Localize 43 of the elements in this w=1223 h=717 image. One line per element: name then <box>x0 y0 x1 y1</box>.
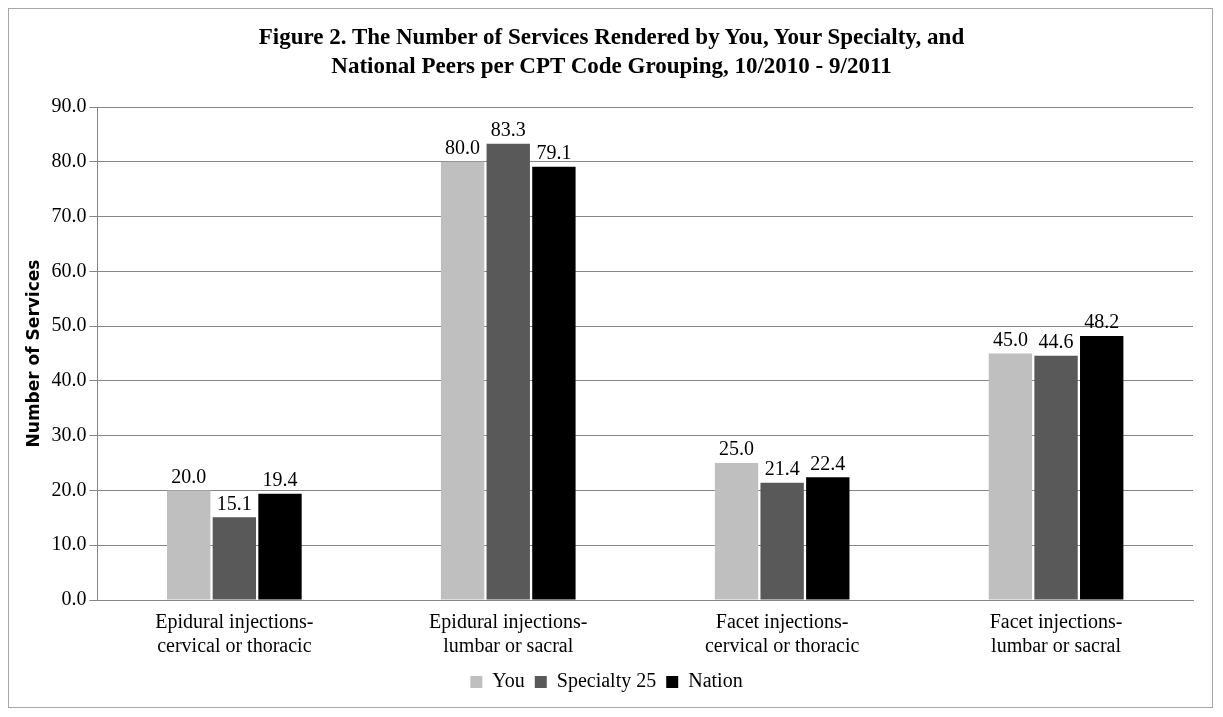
data-label: 15.1 <box>216 491 252 514</box>
bar <box>714 463 759 600</box>
bar <box>167 490 211 600</box>
y-tick-label: 0.0 <box>61 587 87 610</box>
y-tick-label: 40.0 <box>51 368 87 391</box>
bar <box>486 143 530 600</box>
x-tick-label: Facet injections-lumbar or sacral <box>989 610 1123 657</box>
y-tick-label: 80.0 <box>51 149 87 172</box>
data-label: 22.4 <box>810 451 846 474</box>
data-label: 48.2 <box>1084 310 1120 333</box>
y-tick-label: 50.0 <box>51 313 87 336</box>
data-label: 45.0 <box>992 327 1028 350</box>
y-tick-label: 70.0 <box>51 203 87 226</box>
bar <box>988 353 1033 600</box>
bar <box>258 493 302 600</box>
y-tick-label: 60.0 <box>51 258 87 281</box>
y-tick-label: 10.0 <box>51 532 87 555</box>
bar <box>806 477 850 600</box>
bar <box>532 166 576 600</box>
y-tick-label: 30.0 <box>51 422 87 445</box>
data-label: 44.6 <box>1038 329 1074 352</box>
data-label: 25.0 <box>719 437 754 460</box>
data-label: 20.0 <box>171 464 207 487</box>
bar <box>440 161 485 600</box>
y-axis-title: Number of Services <box>22 259 43 448</box>
data-label: 19.4 <box>262 467 298 490</box>
y-tick-label: 20.0 <box>51 477 87 500</box>
x-tick-label: Epidural injections-cervical or thoracic <box>155 610 314 657</box>
data-label: 83.3 <box>490 117 526 140</box>
legend-label: Specialty 25 <box>556 669 657 693</box>
y-tick-label: 90.0 <box>51 94 87 117</box>
x-tick-label: Facet injections-cervical or thoracic <box>704 610 860 657</box>
bar <box>1034 355 1078 600</box>
chart-title: Figure 2. The Number of Services Rendered by You, Your Specialty, and National Peers per CPT Code Grouping, 10/2010 - 9/2011 <box>257 23 966 80</box>
data-label: 21.4 <box>764 457 800 480</box>
legend-label: You <box>492 669 525 692</box>
data-label: 79.1 <box>536 140 572 163</box>
bar <box>212 517 257 600</box>
bar <box>1080 335 1124 600</box>
legend-label: Nation <box>688 669 743 692</box>
x-tick-label: Epidural injections-lumbar or sacral <box>429 610 588 657</box>
data-label: 80.0 <box>445 136 481 159</box>
bar <box>760 482 804 600</box>
